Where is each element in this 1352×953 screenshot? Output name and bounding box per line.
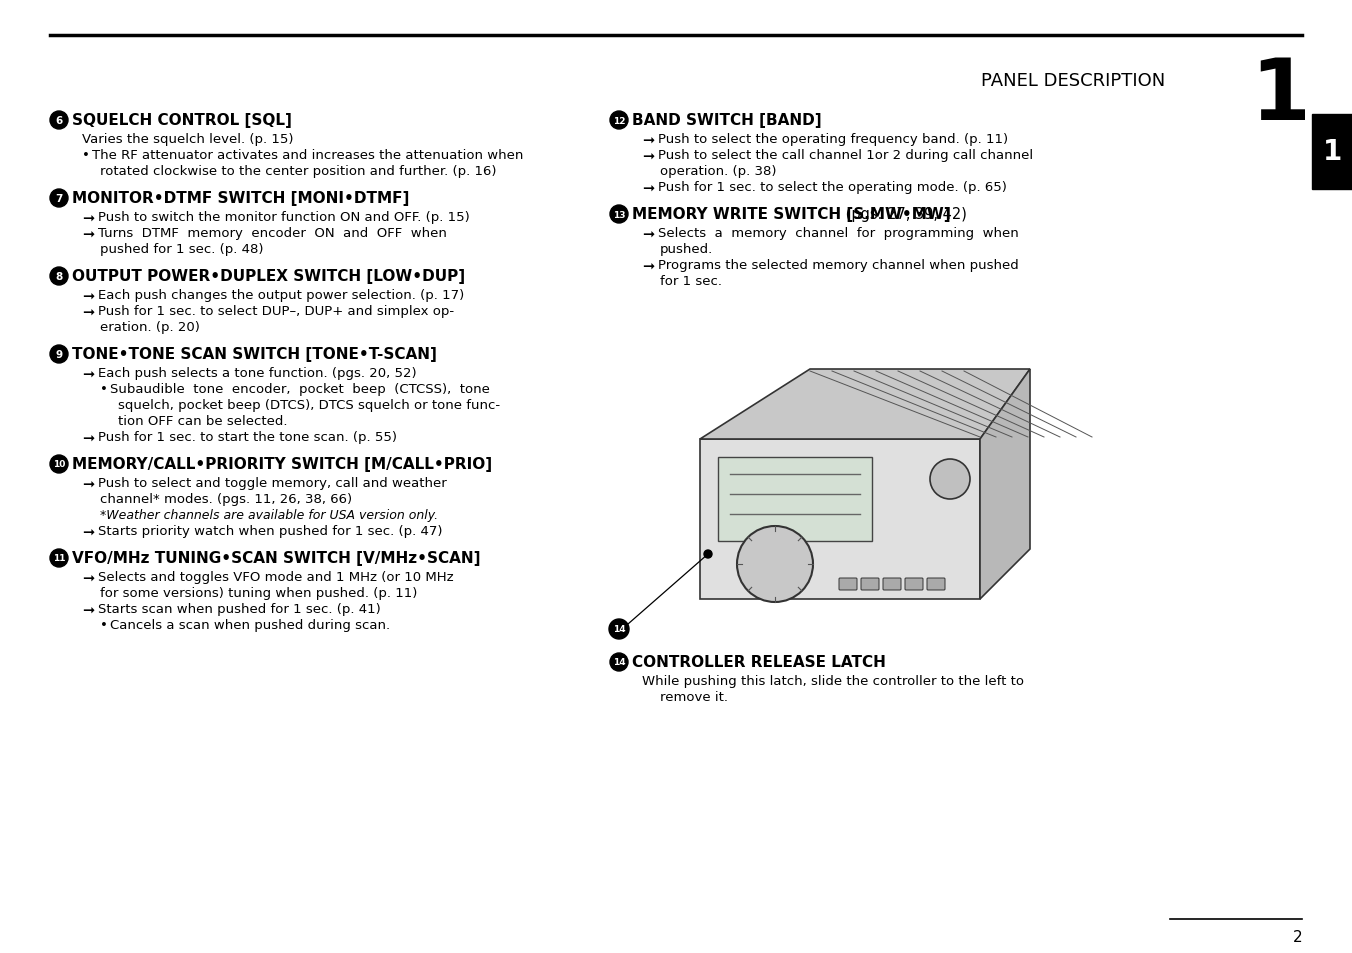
Text: for some versions) tuning when pushed. (p. 11): for some versions) tuning when pushed. (… (100, 586, 418, 599)
Text: for 1 sec.: for 1 sec. (660, 274, 722, 288)
Circle shape (737, 526, 813, 602)
Text: 13: 13 (612, 211, 625, 219)
Text: Turns  DTMF  memory  encoder  ON  and  OFF  when: Turns DTMF memory encoder ON and OFF whe… (97, 227, 448, 240)
Polygon shape (980, 370, 1030, 599)
Text: 11: 11 (53, 554, 65, 563)
Text: PANEL DESCRIPTION: PANEL DESCRIPTION (980, 71, 1165, 90)
Text: 7: 7 (55, 193, 62, 204)
Text: Each push changes the output power selection. (p. 17): Each push changes the output power selec… (97, 289, 464, 302)
Text: The RF attenuator activates and increases the attenuation when: The RF attenuator activates and increase… (92, 149, 523, 162)
Polygon shape (700, 439, 980, 599)
Polygon shape (700, 370, 1030, 439)
Text: (pgs. 27, 39, 42): (pgs. 27, 39, 42) (841, 207, 967, 222)
Text: 8: 8 (55, 272, 62, 282)
Text: Selects  a  memory  channel  for  programming  when: Selects a memory channel for programming… (658, 227, 1019, 240)
Text: *Weather channels are available for USA version only.: *Weather channels are available for USA … (100, 509, 438, 521)
FancyBboxPatch shape (904, 578, 923, 590)
Text: operation. (p. 38): operation. (p. 38) (660, 165, 776, 178)
FancyBboxPatch shape (1311, 115, 1352, 190)
Text: Push to select the call channel 1or 2 during call channel: Push to select the call channel 1or 2 du… (658, 149, 1033, 162)
Circle shape (610, 112, 627, 130)
Text: BAND SWITCH [BAND]: BAND SWITCH [BAND] (631, 112, 822, 128)
Text: Starts priority watch when pushed for 1 sec. (p. 47): Starts priority watch when pushed for 1 … (97, 524, 442, 537)
Text: VFO/MHz TUNING•SCAN SWITCH [V/MHz•SCAN]: VFO/MHz TUNING•SCAN SWITCH [V/MHz•SCAN] (72, 551, 480, 565)
Circle shape (610, 206, 627, 224)
FancyBboxPatch shape (883, 578, 900, 590)
Text: Each push selects a tone function. (pgs. 20, 52): Each push selects a tone function. (pgs.… (97, 367, 416, 379)
Text: ➞: ➞ (642, 149, 654, 164)
Circle shape (50, 550, 68, 567)
Text: remove it.: remove it. (660, 690, 727, 703)
Text: Starts scan when pushed for 1 sec. (p. 41): Starts scan when pushed for 1 sec. (p. 4… (97, 602, 381, 616)
Text: OUTPUT POWER•DUPLEX SWITCH [LOW•DUP]: OUTPUT POWER•DUPLEX SWITCH [LOW•DUP] (72, 269, 465, 284)
Text: ➞: ➞ (642, 132, 654, 148)
Text: 2: 2 (1293, 929, 1302, 944)
Text: 14: 14 (612, 658, 626, 667)
Circle shape (704, 551, 713, 558)
Text: Push for 1 sec. to select the operating mode. (p. 65): Push for 1 sec. to select the operating … (658, 181, 1007, 193)
Text: Cancels a scan when pushed during scan.: Cancels a scan when pushed during scan. (110, 618, 391, 631)
Text: ➞: ➞ (82, 476, 95, 492)
Circle shape (50, 268, 68, 286)
FancyBboxPatch shape (861, 578, 879, 590)
Text: ➞: ➞ (82, 367, 95, 381)
Text: squelch, pocket beep (DTCS), DTCS squelch or tone func-: squelch, pocket beep (DTCS), DTCS squelc… (118, 398, 500, 412)
Circle shape (930, 459, 969, 499)
Text: CONTROLLER RELEASE LATCH: CONTROLLER RELEASE LATCH (631, 655, 886, 669)
Text: ➞: ➞ (82, 524, 95, 539)
Text: ➞: ➞ (82, 571, 95, 585)
Circle shape (50, 112, 68, 130)
Text: ➞: ➞ (82, 602, 95, 618)
Text: pushed.: pushed. (660, 243, 714, 255)
Text: rotated clockwise to the center position and further. (p. 16): rotated clockwise to the center position… (100, 165, 496, 178)
FancyBboxPatch shape (718, 457, 872, 541)
Circle shape (50, 346, 68, 364)
Text: Push for 1 sec. to start the tone scan. (p. 55): Push for 1 sec. to start the tone scan. … (97, 431, 397, 443)
Text: tion OFF can be selected.: tion OFF can be selected. (118, 415, 288, 428)
Text: channel* modes. (pgs. 11, 26, 38, 66): channel* modes. (pgs. 11, 26, 38, 66) (100, 493, 352, 505)
Text: Varies the squelch level. (p. 15): Varies the squelch level. (p. 15) (82, 132, 293, 146)
Text: 10: 10 (53, 460, 65, 469)
Text: ➞: ➞ (642, 227, 654, 242)
Text: ➞: ➞ (82, 227, 95, 242)
Circle shape (50, 190, 68, 208)
Text: ➞: ➞ (82, 211, 95, 226)
Text: ➞: ➞ (82, 289, 95, 304)
Text: Push to select and toggle memory, call and weather: Push to select and toggle memory, call a… (97, 476, 446, 490)
Text: 14: 14 (612, 625, 626, 634)
Text: 6: 6 (55, 116, 62, 126)
Text: •: • (100, 382, 108, 395)
Text: 9: 9 (55, 350, 62, 359)
Text: 1: 1 (1251, 55, 1310, 138)
Text: 1: 1 (1322, 138, 1341, 166)
Text: 12: 12 (612, 116, 625, 126)
Text: Subaudible  tone  encoder,  pocket  beep  (CTCSS),  tone: Subaudible tone encoder, pocket beep (CT… (110, 382, 489, 395)
Text: ➞: ➞ (82, 431, 95, 446)
Text: While pushing this latch, slide the controller to the left to: While pushing this latch, slide the cont… (642, 675, 1023, 687)
Text: MEMORY WRITE SWITCH [S.MW•MW]: MEMORY WRITE SWITCH [S.MW•MW] (631, 207, 950, 222)
Text: •: • (82, 149, 89, 162)
Circle shape (610, 654, 627, 671)
Text: Push to switch the monitor function ON and OFF. (p. 15): Push to switch the monitor function ON a… (97, 211, 469, 224)
Text: eration. (p. 20): eration. (p. 20) (100, 320, 200, 334)
Text: pushed for 1 sec. (p. 48): pushed for 1 sec. (p. 48) (100, 243, 264, 255)
Text: TONE•TONE SCAN SWITCH [TONE•T-SCAN]: TONE•TONE SCAN SWITCH [TONE•T-SCAN] (72, 347, 437, 361)
Text: ➞: ➞ (642, 258, 654, 274)
Text: MONITOR•DTMF SWITCH [MONI•DTMF]: MONITOR•DTMF SWITCH [MONI•DTMF] (72, 191, 410, 206)
Text: SQUELCH CONTROL [SQL]: SQUELCH CONTROL [SQL] (72, 112, 292, 128)
Circle shape (608, 619, 629, 639)
Text: Push to select the operating frequency band. (p. 11): Push to select the operating frequency b… (658, 132, 1009, 146)
Text: ➞: ➞ (642, 181, 654, 195)
Text: Selects and toggles VFO mode and 1 MHz (or 10 MHz: Selects and toggles VFO mode and 1 MHz (… (97, 571, 454, 583)
Text: Push for 1 sec. to select DUP–, DUP+ and simplex op-: Push for 1 sec. to select DUP–, DUP+ and… (97, 305, 454, 317)
Text: •: • (100, 618, 108, 631)
Text: Programs the selected memory channel when pushed: Programs the selected memory channel whe… (658, 258, 1019, 272)
Text: MEMORY/CALL•PRIORITY SWITCH [M/CALL•PRIO]: MEMORY/CALL•PRIORITY SWITCH [M/CALL•PRIO… (72, 456, 492, 472)
FancyBboxPatch shape (927, 578, 945, 590)
FancyBboxPatch shape (840, 578, 857, 590)
Circle shape (50, 456, 68, 474)
Text: ➞: ➞ (82, 305, 95, 319)
